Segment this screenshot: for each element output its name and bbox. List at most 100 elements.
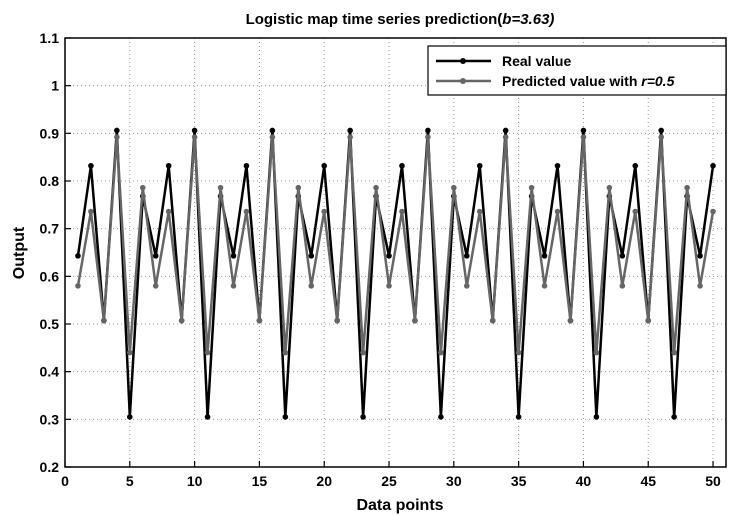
data-point	[165, 208, 172, 215]
data-point	[632, 208, 639, 215]
series-line	[76, 130, 715, 418]
data-point	[114, 134, 120, 140]
data-point	[178, 317, 185, 324]
data-point	[334, 317, 340, 324]
data-point	[476, 208, 483, 215]
data-point	[282, 349, 289, 356]
data-point	[658, 127, 664, 134]
y-tick-label: 0.8	[40, 173, 60, 189]
x-axis-label: Data points	[356, 497, 443, 514]
y-tick-label: 0.2	[40, 459, 60, 475]
legend-label-predicted-main: Predicted value with	[502, 73, 641, 89]
data-point	[593, 349, 600, 356]
data-point	[75, 253, 81, 259]
data-point	[632, 162, 639, 169]
data-point	[360, 414, 366, 420]
y-tick-label: 0.6	[40, 268, 60, 284]
y-tick-label: 1	[51, 78, 59, 94]
data-point	[671, 414, 677, 420]
series-1	[75, 134, 716, 356]
x-tick-label: 0	[61, 473, 69, 489]
x-tick-label: 20	[316, 473, 332, 489]
data-point	[230, 283, 237, 289]
data-point	[412, 317, 418, 324]
data-point	[152, 283, 159, 289]
data-point	[204, 414, 211, 420]
data-point	[438, 414, 444, 420]
data-point	[593, 414, 600, 420]
y-tick-label: 0.7	[40, 221, 60, 237]
data-point	[515, 414, 522, 420]
data-point	[243, 162, 250, 169]
data-point	[230, 253, 237, 259]
x-tick-label: 40	[576, 473, 592, 489]
data-point	[671, 349, 677, 356]
data-point	[541, 253, 548, 259]
data-point	[658, 134, 664, 140]
data-point	[606, 184, 613, 191]
x-tick-label: 45	[640, 473, 656, 489]
data-point	[710, 208, 716, 215]
x-tick-label: 35	[511, 473, 527, 489]
data-point	[528, 184, 535, 191]
data-point	[269, 127, 276, 134]
data-point	[645, 317, 652, 324]
x-tick-label: 25	[381, 473, 397, 489]
data-point	[295, 184, 302, 191]
data-point	[347, 134, 353, 140]
data-point	[580, 134, 587, 140]
data-point	[114, 127, 120, 134]
data-point	[282, 414, 289, 420]
data-point	[399, 162, 405, 169]
data-point	[463, 253, 470, 259]
data-point	[88, 162, 94, 169]
legend-marker-real	[460, 58, 466, 64]
data-point	[243, 208, 250, 215]
data-point	[697, 283, 703, 289]
data-point	[127, 414, 133, 420]
series-line	[76, 137, 715, 353]
data-point	[204, 349, 211, 356]
x-ticks: 0 5 10 15 20 25 30 35 40 45 50	[61, 461, 721, 489]
data-point	[321, 162, 328, 169]
series-layer	[75, 127, 716, 420]
x-tick-label: 15	[252, 473, 268, 489]
y-tick-label: 1.1	[40, 30, 60, 46]
data-point	[710, 162, 716, 169]
y-tick-label: 0.3	[40, 411, 60, 427]
data-point	[269, 134, 276, 140]
data-point	[567, 317, 574, 324]
plot-frame	[64, 37, 727, 468]
data-point	[619, 283, 626, 289]
legend-box	[427, 45, 727, 96]
data-point	[373, 184, 379, 191]
legend-label-predicted-param: r=0.5	[641, 73, 674, 89]
data-point	[321, 208, 328, 215]
y-tick-label: 0.4	[40, 364, 60, 380]
x-tick-label: 50	[705, 473, 721, 489]
data-point	[127, 349, 133, 356]
x-tick-label: 30	[446, 473, 462, 489]
data-point	[88, 208, 94, 215]
legend-label-real: Real value	[502, 53, 571, 69]
data-point	[489, 317, 496, 324]
data-point	[684, 184, 690, 191]
data-point	[463, 283, 470, 289]
data-point	[451, 184, 457, 191]
data-point	[152, 253, 159, 259]
data-point	[425, 134, 431, 140]
legend-marker-predicted	[460, 78, 466, 84]
data-point	[541, 283, 548, 289]
data-point	[217, 184, 224, 191]
data-point	[580, 127, 587, 134]
chart-title: Logistic map time series prediction(b=3.…	[246, 11, 555, 28]
y-ticks: 0.2 0.3 0.4 0.5 0.6 0.7 0.8 0.9 1 1.1	[40, 30, 71, 475]
data-point	[476, 162, 483, 169]
legend-label-predicted: Predicted value with r=0.5	[502, 73, 675, 89]
data-point	[360, 349, 366, 356]
data-point	[399, 208, 405, 215]
data-point	[502, 127, 509, 134]
data-point	[256, 317, 263, 324]
data-point	[191, 134, 198, 140]
data-point	[191, 127, 198, 134]
